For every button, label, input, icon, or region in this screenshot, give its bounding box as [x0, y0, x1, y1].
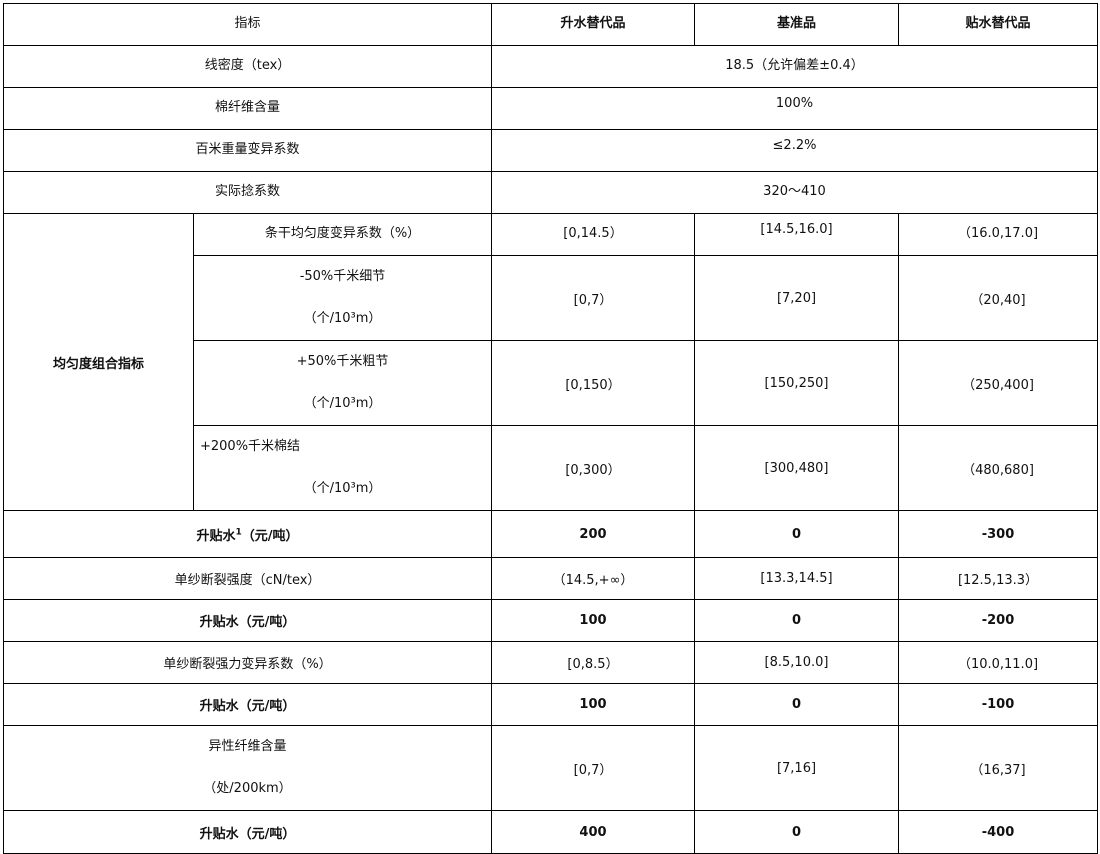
row-unit: （个/10³m） — [303, 396, 382, 411]
cell-premium: 200 — [491, 510, 695, 558]
row-label: 升贴水 — [196, 528, 236, 544]
cell-discount: -300 — [898, 510, 1098, 558]
row-label: 单纱断裂强度（cN/tex） — [3, 557, 492, 600]
cell-discount: -400 — [898, 810, 1098, 854]
row-value: 18.5（允许偏差±0.4） — [491, 45, 1098, 88]
cell-premium: [0,14.5） — [491, 213, 695, 256]
table-row: 均匀度组合指标 条干均匀度变异系数（%） [0,14.5） [14.5,16.0… — [3, 213, 1098, 511]
header-discount: 贴水替代品 — [898, 3, 1098, 46]
cell-base: 0 — [694, 599, 899, 642]
cell-discount: （16.0,17.0] — [898, 213, 1098, 256]
row-label: 条干均匀度变异系数（%） — [193, 213, 492, 256]
cell-discount: （16,37] — [898, 725, 1098, 811]
table-row: 百米重量变异系数 ≤2.2% — [3, 129, 1098, 172]
cell-discount: （480,680] — [898, 425, 1098, 511]
row-label: 单纱断裂强力变异系数（%） — [3, 641, 492, 684]
row-label: 百米重量变异系数 — [3, 129, 492, 172]
row-label: 升贴水（元/吨） — [3, 599, 492, 642]
table-row: -50%千米细节 （个/10³m） [0,7） [7,20] （20,40] — [4, 255, 1098, 341]
cell-base: [300,480] — [694, 425, 899, 511]
cell-discount: -200 — [898, 599, 1098, 642]
row-value: 100% — [491, 87, 1098, 130]
cell-base: [7,20] — [694, 255, 899, 341]
table-row: 单纱断裂强力变异系数（%） [0,8.5） [8.5,10.0] （10.0,1… — [3, 641, 1098, 684]
header-premium: 升水替代品 — [491, 3, 695, 46]
table-row: 升贴水（元/吨） 100 0 -200 — [3, 599, 1098, 642]
cell-premium: 100 — [491, 683, 695, 726]
cell-base: [13.3,14.5] — [694, 557, 899, 600]
header-indicator: 指标 — [3, 3, 492, 46]
cell-premium: [0,300） — [491, 425, 695, 511]
table-row: 升贴水（元/吨） 100 0 -100 — [3, 683, 1098, 726]
cell-base: 0 — [694, 810, 899, 854]
table-row: 线密度（tex） 18.5（允许偏差±0.4） — [3, 45, 1098, 88]
table-row: +50%千米粗节 （个/10³m） [0,150） [150,250] （250,… — [4, 340, 1098, 426]
row-label: 实际捻系数 — [3, 171, 492, 214]
cell-premium: [0,150） — [491, 340, 695, 426]
row-label: 升贴水（元/吨） — [3, 683, 492, 726]
cell-discount: -100 — [898, 683, 1098, 726]
row-label: +50%千米粗节 — [296, 354, 389, 369]
row-value: 320～410 — [491, 171, 1098, 214]
footnote-mark: 1 — [235, 527, 242, 538]
header-row: 指标 升水替代品 基准品 贴水替代品 — [3, 3, 1098, 46]
spec-table: 指标 升水替代品 基准品 贴水替代品 线密度（tex） 18.5（允许偏差±0.… — [3, 3, 1098, 854]
row-label: 升贴水（元/吨） — [3, 810, 492, 854]
cell-premium: [0,7） — [491, 255, 695, 341]
table-row: 异性纤维含量 （处/200km） [0,7） [7,16] （16,37] — [3, 725, 1098, 811]
cell-premium: [0,7） — [491, 725, 695, 811]
cell-premium: 100 — [491, 599, 695, 642]
table-row: 单纱断裂强度（cN/tex） （14.5,+∞） [13.3,14.5] [12… — [3, 557, 1098, 600]
table-row: +200%千米棉结 （个/10³m） [0,300） [300,480] （480… — [4, 425, 1098, 511]
row-unit: （处/200km） — [203, 781, 292, 796]
cell-premium: （14.5,+∞） — [491, 557, 695, 600]
header-base: 基准品 — [694, 3, 899, 46]
row-label: +200%千米棉结 — [200, 439, 301, 454]
table-row: 棉纤维含量 100% — [3, 87, 1098, 130]
cell-base: [8.5,10.0] — [694, 641, 899, 684]
row-label: 异性纤维含量 — [208, 739, 287, 754]
cell-premium: 400 — [491, 810, 695, 854]
row-unit: （个/10³m） — [303, 481, 382, 496]
cell-discount: （20,40] — [898, 255, 1098, 341]
cell-base: [150,250] — [694, 340, 899, 426]
cell-discount: （250,400] — [898, 340, 1098, 426]
row-label: 线密度（tex） — [3, 45, 492, 88]
row-value: ≤2.2% — [491, 129, 1098, 172]
cell-base: [14.5,16.0] — [694, 213, 899, 256]
cell-base: [7,16] — [694, 725, 899, 811]
cell-base: 0 — [694, 683, 899, 726]
row-label: 棉纤维含量 — [3, 87, 492, 130]
cell-base: 0 — [694, 510, 899, 558]
cell-premium: [0,8.5） — [491, 641, 695, 684]
row-unit: （元/吨） — [241, 528, 299, 544]
cell-discount: （10.0,11.0] — [898, 641, 1098, 684]
table-row: 升贴水1（元/吨） 200 0 -300 — [3, 510, 1098, 558]
row-label: -50%千米细节 — [299, 269, 386, 284]
table-row: 实际捻系数 320～410 — [3, 171, 1098, 214]
uniformity-group-label: 均匀度组合指标 — [3, 213, 194, 511]
cell-discount: [12.5,13.3） — [898, 557, 1098, 600]
table-row: 升贴水（元/吨） 400 0 -400 — [3, 810, 1098, 854]
row-unit: （个/10³m） — [303, 311, 382, 326]
